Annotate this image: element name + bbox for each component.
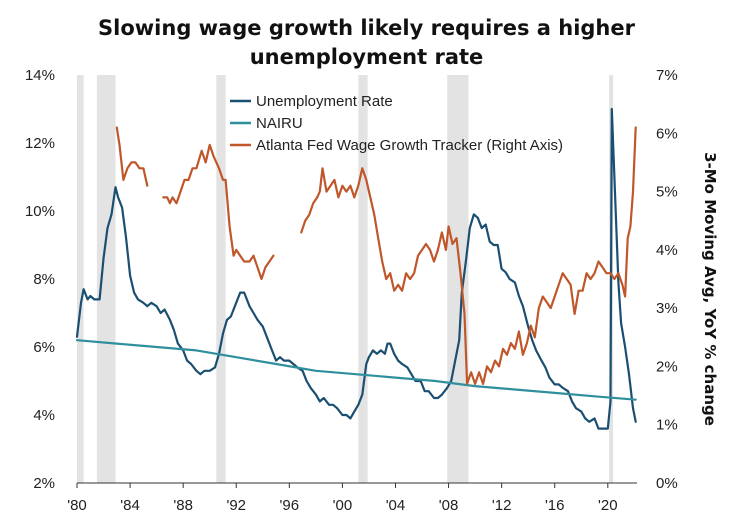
recession-band	[358, 75, 368, 483]
recession-band	[216, 75, 226, 483]
legend-label: Atlanta Fed Wage Growth Tracker (Right A…	[256, 137, 563, 154]
wage-growth-line	[115, 126, 149, 187]
y-right-tick-label: 1%	[656, 417, 678, 434]
legend-label: NAIRU	[256, 115, 303, 132]
recession-shading	[77, 75, 614, 483]
unemployment-rate-line	[75, 107, 637, 430]
wage-growth-line	[300, 126, 637, 385]
x-tick-label: '96	[280, 497, 300, 514]
x-tick-label: '80	[67, 497, 87, 514]
y-right-tick-label: 4%	[656, 242, 678, 259]
y-left-tick-label: 8%	[33, 271, 55, 288]
y-left-tick-label: 6%	[33, 339, 55, 356]
y-left-tick-label: 4%	[33, 407, 55, 424]
y-left-tick-label: 12%	[25, 135, 55, 152]
legend-label: Unemployment Rate	[256, 93, 393, 110]
x-tick-label: '00	[333, 497, 353, 514]
x-tick-label: '20	[598, 497, 618, 514]
y-right-tick-label: 2%	[656, 358, 678, 375]
series-lines	[75, 107, 637, 430]
x-tick-label: '12	[492, 497, 512, 514]
chart-title: Slowing wage growth likely requires a hi…	[0, 14, 733, 72]
x-tick-label: '84	[120, 497, 140, 514]
axes: '80 '84 '88 '92 '96 '00 '04 '08 '12 '16 '20 2% 4% 6% 8…	[25, 67, 719, 514]
y-right-tick-label: 7%	[656, 67, 678, 84]
chart-title-line-1: Slowing wage growth likely requires a hi…	[98, 16, 635, 40]
wage-growth-line	[162, 143, 275, 281]
x-tick-label: '88	[173, 497, 193, 514]
nairu-line	[75, 339, 637, 401]
x-tick-label: '92	[226, 497, 246, 514]
y-left-tick-label: 14%	[25, 67, 55, 84]
y-right-axis-label: 3-Mo Moving Avg, YoY % change	[701, 152, 719, 426]
y-right-tick-label: 0%	[656, 475, 678, 492]
y-left-tick-label: 2%	[33, 475, 55, 492]
recession-band	[77, 75, 84, 483]
recession-band	[447, 75, 469, 483]
y-right-tick-label: 3%	[656, 300, 678, 317]
y-left-tick-label: 10%	[25, 203, 55, 220]
recession-band	[96, 75, 116, 483]
y-right-tick-label: 6%	[656, 125, 678, 142]
chart-title-line-2: unemployment rate	[249, 45, 484, 69]
x-tick-label: '16	[545, 497, 565, 514]
legend: Unemployment Rate NAIRU Atlanta Fed Wage G…	[230, 93, 563, 154]
y-right-tick-label: 5%	[656, 184, 678, 201]
x-tick-label: '04	[386, 497, 406, 514]
x-tick-label: '08	[439, 497, 459, 514]
